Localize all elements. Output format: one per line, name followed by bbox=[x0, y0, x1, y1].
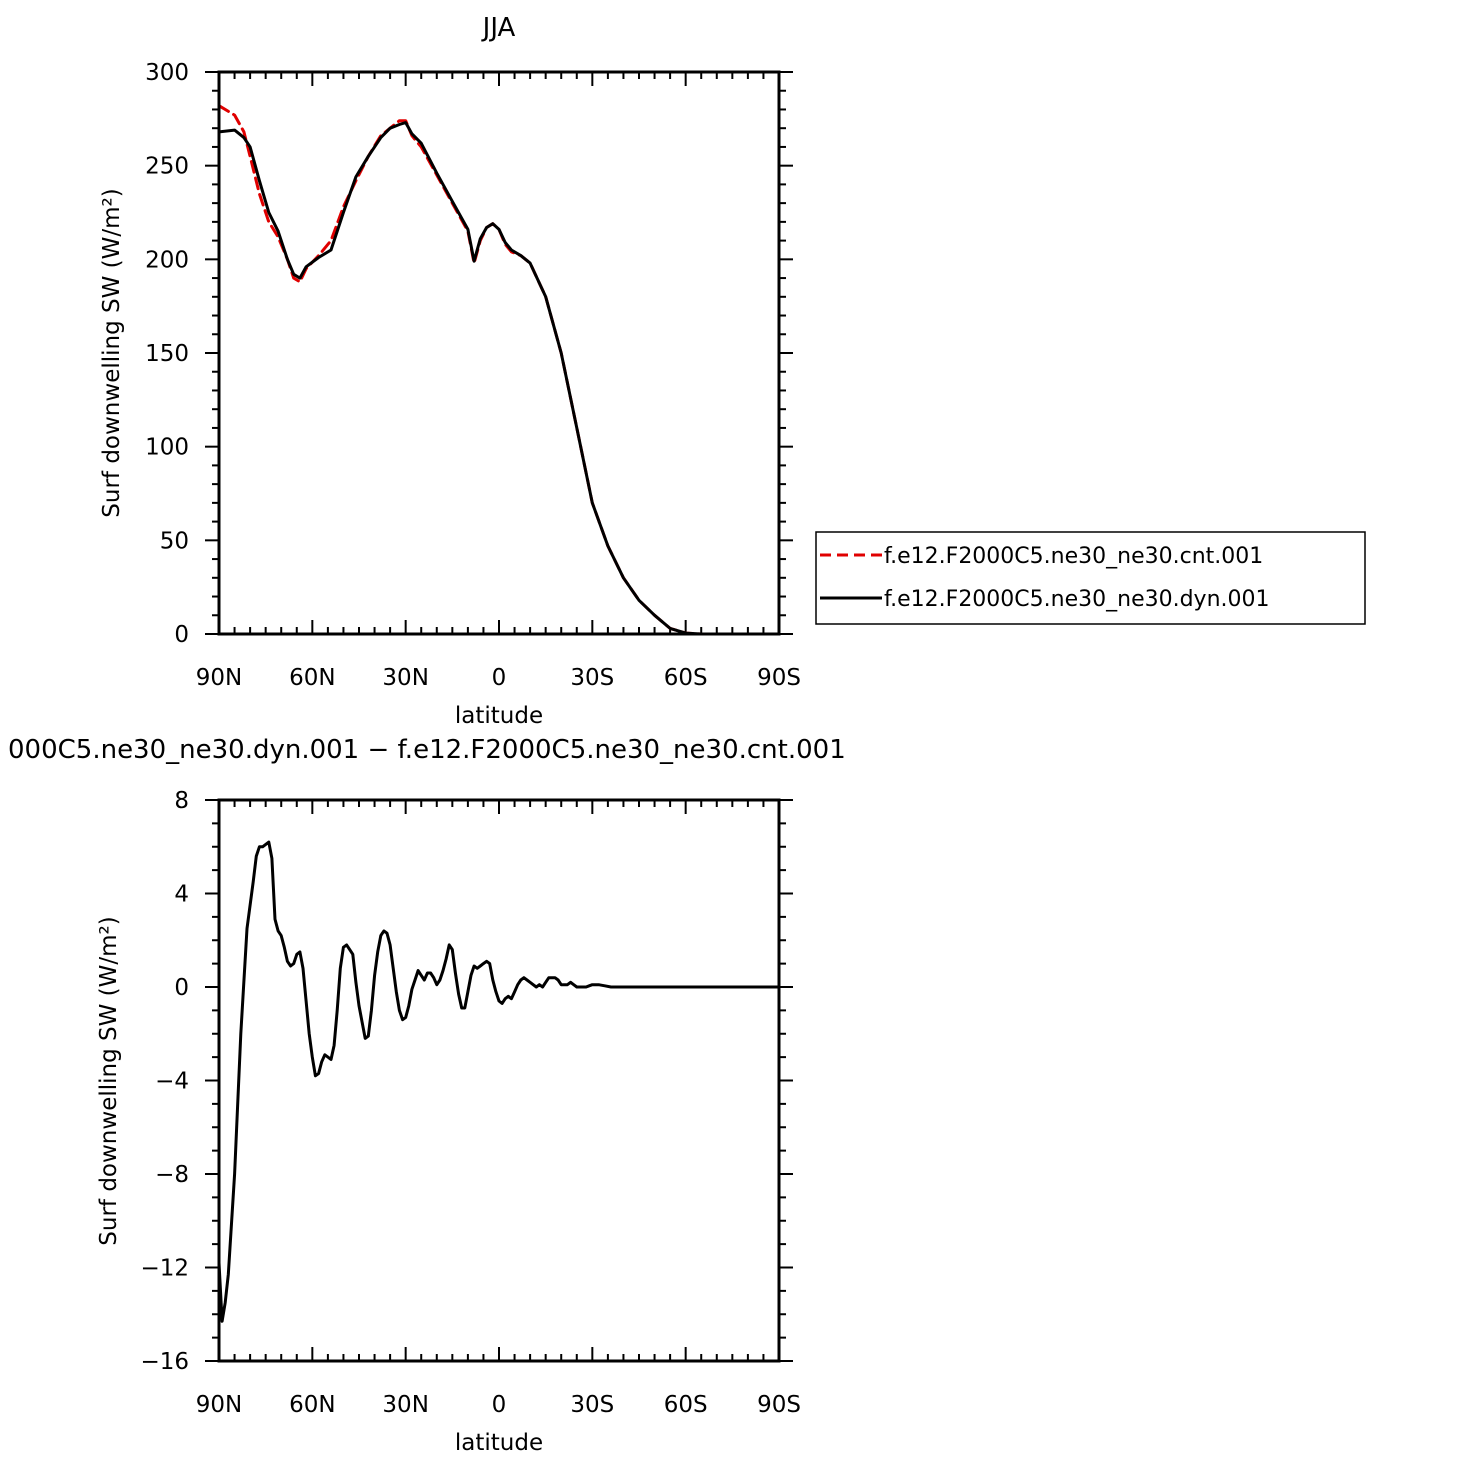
top-y-tick-label: 200 bbox=[145, 247, 189, 273]
top-x-tick-label: 60S bbox=[664, 665, 708, 691]
legend-label-dyn: f.e12.F2000C5.ne30_ne30.dyn.001 bbox=[884, 587, 1270, 612]
bottom-x-axis-title: latitude bbox=[455, 1430, 543, 1456]
top-x-tick-label: 90S bbox=[757, 665, 801, 691]
top-y-tick-label: 100 bbox=[145, 435, 189, 461]
bottom-y-tick-label: −12 bbox=[140, 1256, 189, 1282]
bottom-plot-title: 000C5.ne30_ne30.dyn.001 − f.e12.F2000C5.… bbox=[8, 735, 846, 765]
bottom-x-tick-label: 60N bbox=[289, 1392, 335, 1418]
bottom-y-tick-label: −4 bbox=[155, 1069, 189, 1095]
top-x-tick-label: 30N bbox=[382, 665, 428, 691]
top-x-tick-label: 0 bbox=[492, 665, 507, 691]
top-plot-title: JJA bbox=[481, 13, 516, 43]
bottom-x-tick-label: 30S bbox=[570, 1392, 614, 1418]
top-series-line-0 bbox=[219, 104, 779, 634]
top-plot-frame bbox=[217, 70, 781, 636]
top-y-tick-label: 0 bbox=[174, 622, 189, 648]
top-series-line-1 bbox=[219, 121, 779, 634]
legend-box bbox=[815, 531, 1366, 625]
top-x-tick-label: 60N bbox=[289, 665, 335, 691]
top-y-tick-label: 50 bbox=[160, 528, 189, 554]
top-panel: JJA 90N 60N 30N 0 30S 60S 90S 300 250 200 150 100 50… bbox=[99, 13, 801, 729]
bottom-x-tick-label: 90N bbox=[196, 1392, 242, 1418]
bottom-y-tick-label: −8 bbox=[155, 1162, 189, 1188]
bottom-plot-frame bbox=[217, 798, 781, 1363]
top-y-tick-label: 300 bbox=[145, 60, 189, 86]
bottom-y-tick-label: 8 bbox=[174, 788, 189, 814]
top-x-tick-label: 90N bbox=[196, 665, 242, 691]
top-y-axis-title: Surf downwelling SW (W/m²) bbox=[99, 188, 125, 517]
top-x-axis-title: latitude bbox=[455, 703, 543, 729]
top-y-tick-label: 250 bbox=[145, 154, 189, 180]
legend-label-cnt: f.e12.F2000C5.ne30_ne30.cnt.001 bbox=[884, 544, 1263, 569]
bottom-x-tick-label: 90S bbox=[757, 1392, 801, 1418]
bottom-y-tick-label: 0 bbox=[174, 975, 189, 1001]
bottom-x-tick-label: 30N bbox=[382, 1392, 428, 1418]
top-plot-area: 90N 60N 30N 0 30S 60S 90S 300 250 200 150 100 50 0 bbox=[145, 60, 801, 691]
bottom-series-line-0 bbox=[219, 840, 779, 1323]
bottom-x-tick-label: 0 bbox=[492, 1392, 507, 1418]
bottom-y-axis-title: Surf downwelling SW (W/m²) bbox=[96, 916, 122, 1245]
bottom-panel: 000C5.ne30_ne30.dyn.001 − f.e12.F2000C5.… bbox=[8, 735, 846, 1456]
bottom-plot-area: 90N 60N 30N 0 30S 60S 90S 8 4 0 −4 −8 −12 −16 bbox=[140, 788, 800, 1418]
top-x-tick-label: 30S bbox=[570, 665, 614, 691]
bottom-y-tick-label: 4 bbox=[174, 882, 189, 908]
bottom-y-tick-label: −16 bbox=[140, 1349, 189, 1375]
bottom-x-tick-label: 60S bbox=[664, 1392, 708, 1418]
top-y-tick-label: 150 bbox=[145, 341, 189, 367]
legend: f.e12.F2000C5.ne30_ne30.cnt.001 f.e12.F2… bbox=[815, 531, 1366, 625]
